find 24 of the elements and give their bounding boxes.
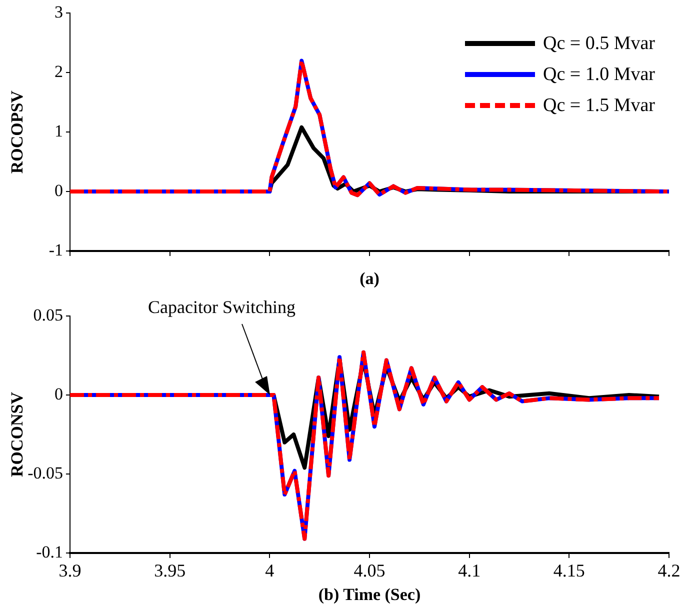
- y-tick-label: 0: [54, 384, 63, 404]
- x-tick-label: 4.2: [658, 560, 680, 581]
- y-tick-label: 0: [54, 181, 63, 200]
- legend-label: Qc = 1.5 Mvar: [542, 94, 655, 116]
- y-tick-label: -1: [48, 240, 63, 260]
- y-tick-label: 2: [54, 62, 63, 82]
- y-tick-label: 3: [54, 2, 63, 22]
- x-tick-label: 4: [265, 560, 274, 581]
- y-axis-title: ROCOPSV: [8, 90, 27, 174]
- x-tick-label: 3.95: [154, 560, 186, 581]
- x-tick-label: 4.15: [553, 560, 585, 581]
- y-tick-label: -0.1: [36, 542, 63, 562]
- y-tick-label: 1: [54, 122, 63, 141]
- x-axis-title: (a): [360, 269, 380, 288]
- x-tick-label: 4.1: [458, 560, 481, 581]
- y-axis-title: ROCONSV: [8, 391, 27, 478]
- x-tick-label: 3.9: [58, 560, 82, 581]
- legend-label: Qc = 1.0 Mvar: [542, 64, 655, 86]
- x-tick-label: 4.05: [354, 560, 386, 581]
- y-tick-label: 0.05: [33, 305, 63, 324]
- y-tick-label: -0.05: [28, 463, 63, 482]
- x-axis-title: (b) Time (Sec): [318, 585, 421, 604]
- legend-label: Qc = 0.5 Mvar: [542, 32, 655, 54]
- annotation: Capacitor Switching: [148, 297, 296, 317]
